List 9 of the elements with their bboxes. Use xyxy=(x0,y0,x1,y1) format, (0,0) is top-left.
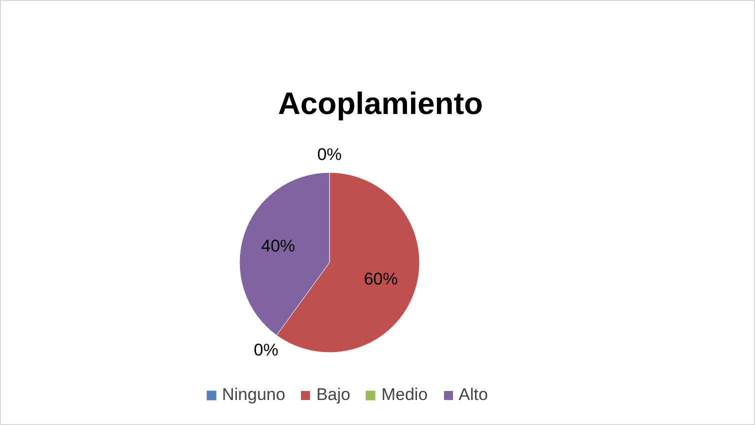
legend-label: Bajo xyxy=(316,385,350,405)
legend-label: Medio xyxy=(381,385,428,405)
chart-title: Acoplamiento xyxy=(278,86,483,121)
data-label: 60% xyxy=(364,270,398,289)
text: 0% xyxy=(317,145,342,164)
text: 0% xyxy=(254,340,278,360)
data-label: 40% xyxy=(261,236,296,256)
legend-label: Alto xyxy=(458,385,488,405)
legend-label: Ninguno xyxy=(222,385,286,405)
